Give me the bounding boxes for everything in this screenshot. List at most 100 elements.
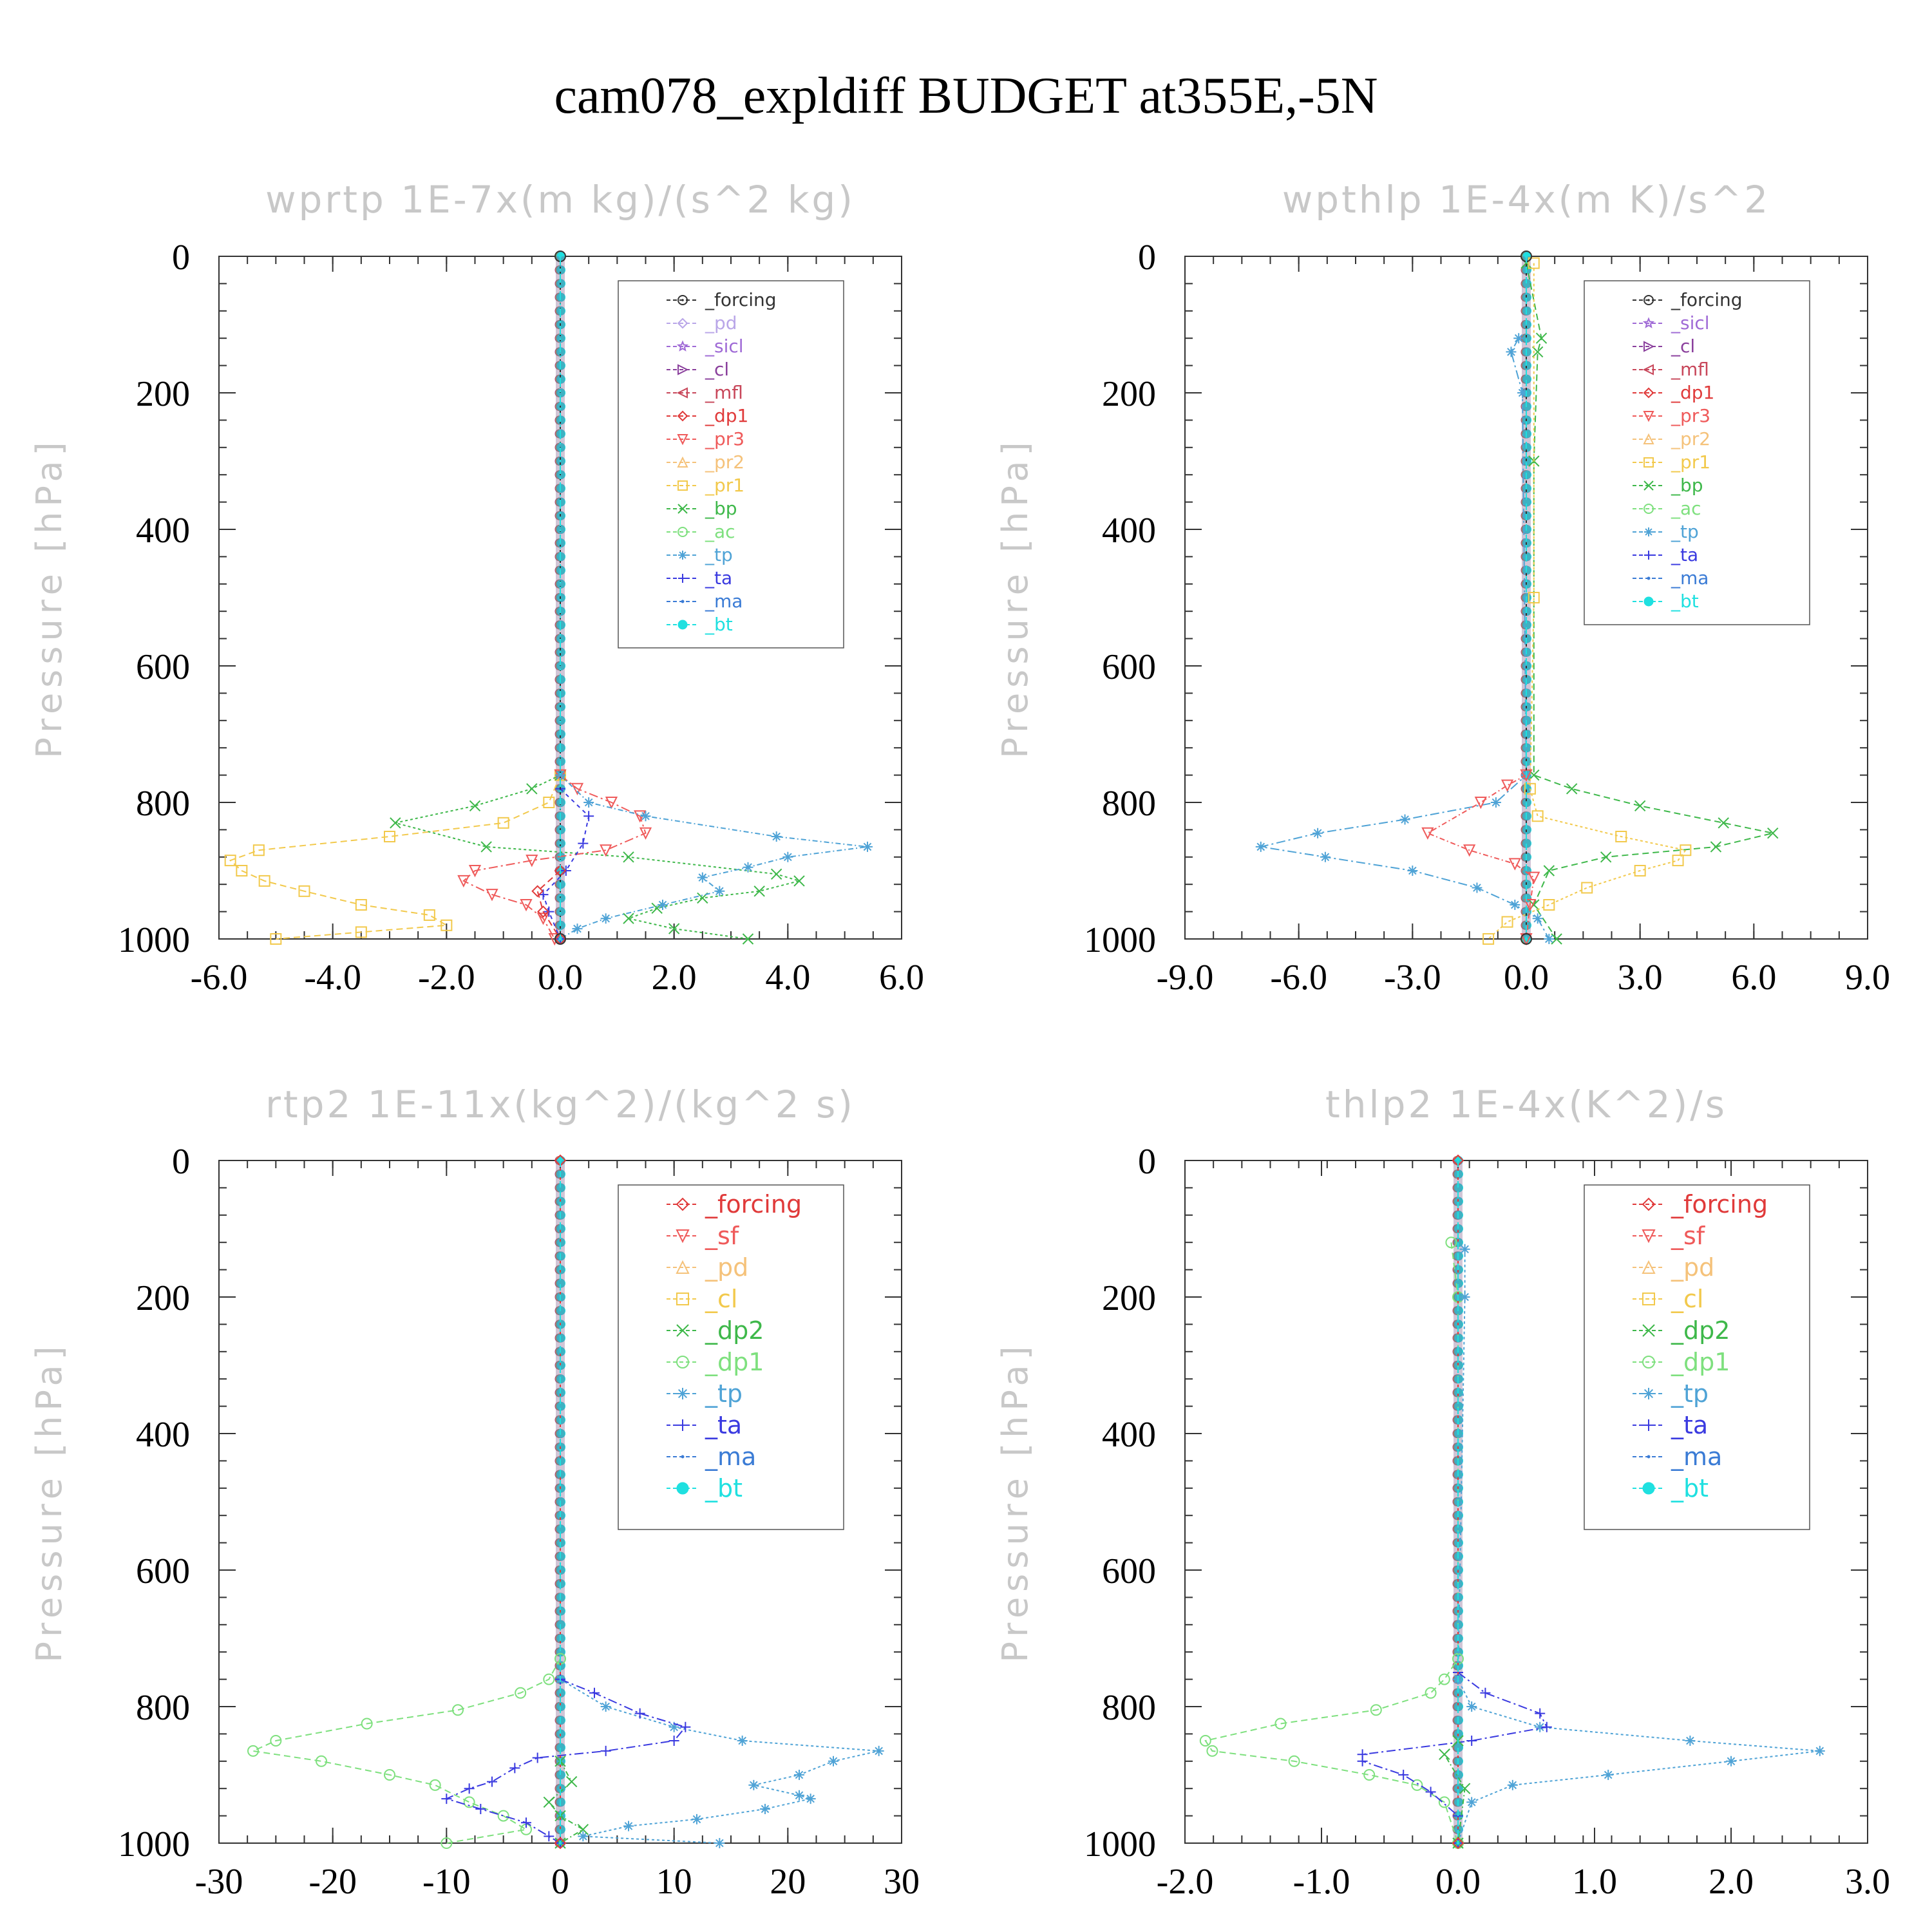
data-point (1425, 1687, 1437, 1699)
legend-item: _bp (1633, 475, 1703, 496)
series-line (1204, 1242, 1459, 1844)
y-tick-label: 800 (136, 784, 190, 824)
data-point (1531, 810, 1544, 822)
data-point (623, 913, 634, 924)
profile-stack-point (557, 1224, 565, 1233)
legend-label: _tp (705, 544, 733, 565)
legend-label: _pd (1671, 1253, 1714, 1282)
legend-marker (1642, 317, 1655, 328)
legend-item: _bt (667, 614, 733, 635)
series-ta (441, 1674, 691, 1848)
data-point (1466, 1736, 1477, 1746)
y-tick-label: 1000 (118, 1824, 190, 1864)
data-point (1456, 1159, 1460, 1162)
data-point (1456, 1841, 1460, 1845)
x-tick-label: 4.0 (765, 958, 810, 998)
legend-label: _pr2 (1671, 428, 1710, 450)
legend-label: _pr3 (705, 428, 744, 450)
profile-stack-point (557, 1211, 565, 1220)
data-point (1531, 346, 1544, 358)
legend-item: _pr1 (1633, 451, 1710, 473)
legend-marker (1644, 551, 1653, 560)
legend-label: _forcing (705, 289, 777, 310)
profile-stack-point (557, 511, 565, 520)
profile-stack-point (1455, 1743, 1463, 1752)
legend-marker (1642, 1356, 1655, 1368)
data-point (600, 913, 611, 924)
profile-stack-point (557, 593, 565, 602)
legend-label: _ta (705, 1411, 742, 1439)
profile-stack-point (557, 688, 565, 697)
series-bt (1524, 254, 1528, 941)
data-point (480, 841, 492, 853)
profile-stack-point (557, 1579, 565, 1588)
profile-stack-point (1523, 566, 1531, 575)
y-tick-label: 800 (136, 1688, 190, 1728)
legend-marker (1643, 596, 1654, 607)
profile-stack-point (557, 825, 565, 834)
profile-stack-point (557, 265, 565, 274)
data-point (1615, 831, 1627, 842)
data-point (1463, 844, 1476, 857)
series-tp (555, 770, 873, 944)
data-point (1524, 937, 1528, 941)
data-point (828, 1756, 838, 1766)
y-axis-label: Pressure [hPa] (995, 437, 1036, 758)
legend-label: _cl (705, 1285, 737, 1313)
profile-stack-point (1523, 320, 1531, 329)
series-bt (1456, 1159, 1460, 1845)
data-point (487, 1776, 497, 1787)
legend-marker (677, 434, 688, 446)
data-point (1532, 913, 1543, 924)
data-point (1452, 1837, 1464, 1850)
legend-marker (1642, 1197, 1656, 1211)
y-tick-label: 400 (136, 511, 190, 551)
profile-stack-point (557, 675, 565, 684)
x-tick-label: 1.0 (1572, 1862, 1617, 1902)
legend-item: _pr3 (667, 428, 744, 450)
x-tick-label: 30 (884, 1862, 920, 1902)
legend-label: _sicl (1671, 312, 1710, 334)
data-point (600, 1745, 611, 1756)
data-point (521, 1817, 531, 1828)
profile-stack-point (557, 1388, 565, 1397)
data-point (782, 851, 793, 862)
legend-marker (1643, 457, 1654, 468)
x-tick-label: -9.0 (1157, 958, 1214, 998)
panel-title: wpthlp 1E-4x(m K)/s^2 (1282, 178, 1770, 222)
profile-stack-point (1523, 839, 1531, 848)
legend-item: _pr2 (1633, 428, 1710, 450)
profile-stack-point (1455, 1334, 1463, 1343)
data-point (361, 1718, 373, 1730)
data-point (862, 841, 873, 852)
data-point (748, 1779, 759, 1790)
legend-label: _dp1 (1671, 1348, 1730, 1376)
profile-stack-point (557, 661, 565, 670)
y-tick-label: 0 (172, 238, 190, 278)
legend-marker-center (1647, 299, 1650, 301)
series-bt (558, 254, 562, 941)
legend-item: _pd (1633, 1253, 1714, 1282)
data-point (743, 862, 753, 873)
series-line (462, 774, 647, 940)
data-point (543, 797, 555, 808)
profile-stack-point (557, 334, 565, 343)
chart-panel-3: rtp2 1E-11x(kg^2)/(kg^2 s) Pressure [hPa]… (29, 1083, 920, 1902)
legend-marker (1642, 364, 1654, 375)
data-point (1480, 1687, 1491, 1698)
profile-stack-point (557, 1620, 565, 1629)
series-pr1 (1482, 257, 1692, 945)
data-point (509, 1763, 520, 1774)
data-point (1543, 865, 1555, 876)
legend-label: _bt (705, 1474, 743, 1502)
legend-item: _dp2 (667, 1316, 764, 1345)
profile-stack-point (557, 1334, 565, 1343)
legend-item: _ma (667, 1443, 756, 1471)
profile-stack-point (1455, 1470, 1463, 1479)
legend-label: _sf (705, 1222, 740, 1250)
profile-stack-point (1455, 1702, 1463, 1711)
profile-stack-point (1455, 1456, 1463, 1465)
y-axis-label: Pressure [hPa] (29, 1341, 70, 1662)
y-axis-label: Pressure [hPa] (29, 437, 70, 758)
